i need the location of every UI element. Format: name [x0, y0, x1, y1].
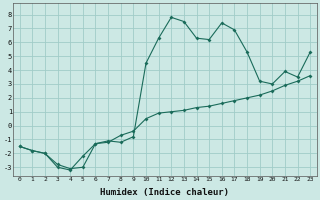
X-axis label: Humidex (Indice chaleur): Humidex (Indice chaleur) — [100, 188, 229, 197]
